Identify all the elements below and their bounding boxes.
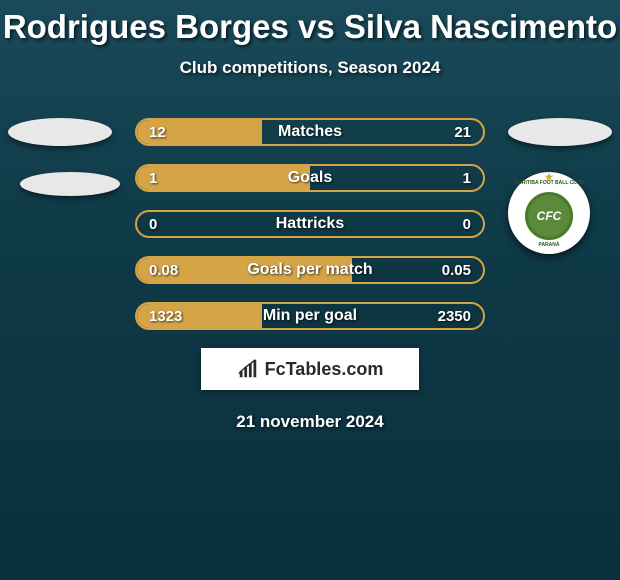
badge-initials: CFC	[537, 209, 562, 223]
stat-right-value: 0.05	[442, 258, 471, 282]
player1-photo-placeholder-2	[20, 172, 120, 196]
badge-text-top: CORITIBA FOOT BALL CLUB	[514, 180, 583, 186]
stat-row: 1Goals1	[135, 164, 485, 192]
stat-label: Min per goal	[137, 304, 483, 328]
stat-right-value: 0	[463, 212, 471, 236]
date-line: 21 november 2024	[0, 390, 620, 432]
site-logo: FcTables.com	[201, 348, 419, 390]
stat-right-value: 2350	[438, 304, 471, 328]
stat-label: Goals	[137, 166, 483, 190]
stat-label: Matches	[137, 120, 483, 144]
stat-row: 12Matches21	[135, 118, 485, 146]
stat-right-value: 21	[454, 120, 471, 144]
badge-inner-circle: CFC	[525, 192, 573, 240]
page-title: Rodrigues Borges vs Silva Nascimento	[0, 0, 620, 46]
badge-text-bottom: PARANÁ	[538, 242, 559, 248]
player1-photo-placeholder-1	[8, 118, 112, 146]
stat-row: 0.08Goals per match0.05	[135, 256, 485, 284]
stat-label: Hattricks	[137, 212, 483, 236]
stat-rows: 12Matches21 1Goals1 0Hattricks0 0.08Goals p…	[135, 118, 485, 330]
logo-text: FcTables.com	[265, 359, 384, 380]
stat-label: Goals per match	[137, 258, 483, 282]
stat-row: 1323Min per goal2350	[135, 302, 485, 330]
stat-row: 0Hattricks0	[135, 210, 485, 238]
stats-area: ★ CORITIBA FOOT BALL CLUB CFC PARANÁ 12M…	[0, 118, 620, 330]
subtitle: Club competitions, Season 2024	[0, 46, 620, 78]
stat-right-value: 1	[463, 166, 471, 190]
bar-chart-icon	[237, 358, 259, 380]
club-badge: ★ CORITIBA FOOT BALL CLUB CFC PARANÁ	[508, 172, 590, 254]
player2-photo-placeholder	[508, 118, 612, 146]
